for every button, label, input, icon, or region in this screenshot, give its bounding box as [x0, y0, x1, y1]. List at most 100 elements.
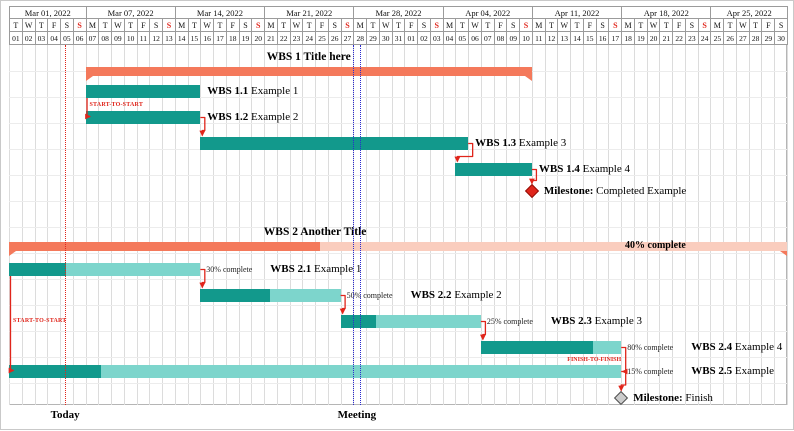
- day-number-cell: 28: [748, 32, 762, 45]
- day-letter-cell: T: [659, 19, 673, 32]
- grid-line-v: [238, 45, 240, 405]
- day-letter-cell: T: [723, 19, 736, 32]
- gantt-task-bar: [340, 315, 481, 328]
- today-line: [65, 45, 67, 405]
- link-label: FINISH-TO-FINISH: [567, 356, 622, 363]
- day-letter-cell: T: [633, 19, 647, 32]
- day-letter-cell: M: [621, 19, 634, 32]
- grid-line-v: [72, 45, 74, 405]
- day-number-cell: 30: [378, 32, 392, 45]
- task-progress-fill: [480, 341, 594, 354]
- day-letter-cell: M: [353, 19, 367, 32]
- grid-line-v: [506, 45, 508, 405]
- grid-line-v: [85, 45, 87, 405]
- grid-line-v: [582, 45, 584, 405]
- grid-line-v: [417, 45, 419, 405]
- grid-line-v: [646, 45, 648, 405]
- group-title: WBS 1 Title here: [266, 51, 351, 63]
- day-letter-cell: W: [468, 19, 481, 32]
- day-number-cell: 30: [774, 32, 787, 45]
- day-letter-cell: F: [315, 19, 328, 32]
- day-number-cell: 27: [340, 32, 354, 45]
- day-letter-cell: T: [480, 19, 494, 32]
- day-letter-cell: T: [276, 19, 290, 32]
- day-number-cell: 14: [570, 32, 583, 45]
- week-header-cell: Mar 07, 2022: [85, 6, 175, 19]
- day-number-cell: 11: [136, 32, 150, 45]
- day-letter-cell: S: [162, 19, 175, 32]
- day-letter-cell: S: [697, 19, 711, 32]
- day-letter-cell: W: [111, 19, 124, 32]
- grid-line-v: [531, 45, 533, 405]
- day-letter-cell: T: [748, 19, 762, 32]
- grid-line-h: [9, 279, 787, 280]
- day-letter-cell: F: [136, 19, 150, 32]
- day-number-cell: 09: [111, 32, 124, 45]
- week-header-cell: Apr 25, 2022: [710, 6, 787, 19]
- grid-line-v: [315, 45, 317, 405]
- grid-line-v: [748, 45, 750, 405]
- grid-line-v: [570, 45, 572, 405]
- grid-line-v: [672, 45, 674, 405]
- day-letter-cell: S: [417, 19, 430, 32]
- day-number-cell: 20: [646, 32, 660, 45]
- day-number-cell: 24: [302, 32, 316, 45]
- day-number-cell: 19: [238, 32, 252, 45]
- day-letter-cell: T: [123, 19, 137, 32]
- grid-line-v: [480, 45, 482, 405]
- day-letter-cell: F: [225, 19, 239, 32]
- task-label: WBS 1.3 Example 3: [475, 137, 567, 149]
- meeting-label: Meeting: [337, 409, 377, 421]
- gantt-task-bar: [9, 365, 622, 378]
- grid-line-v: [47, 45, 49, 405]
- day-number-cell: 20: [251, 32, 265, 45]
- day-number-cell: 21: [659, 32, 673, 45]
- day-number-cell: 12: [149, 32, 163, 45]
- day-letter-cell: S: [429, 19, 443, 32]
- grid-line-h: [9, 123, 787, 124]
- task-progress-label: 15% complete: [627, 367, 674, 376]
- day-number-cell: 02: [417, 32, 430, 45]
- day-number-cell: 25: [315, 32, 328, 45]
- group-end-cap-left: [85, 76, 93, 81]
- meeting-line: [360, 45, 362, 405]
- grid-line-h: [9, 383, 787, 384]
- day-number-cell: 06: [72, 32, 86, 45]
- week-header-cell: Mar 28, 2022: [353, 6, 443, 19]
- task-label: WBS 2.4 Example 4: [691, 341, 783, 353]
- day-letter-cell: F: [493, 19, 507, 32]
- grid-line-v: [187, 45, 189, 405]
- grid-line-v: [276, 45, 278, 405]
- task-progress-fill: [9, 263, 67, 276]
- day-letter-cell: T: [34, 19, 48, 32]
- header-right-border: [787, 6, 788, 45]
- week-header-cell: Mar 01, 2022: [9, 6, 86, 19]
- grid-line-v: [264, 45, 266, 405]
- day-letter-cell: S: [60, 19, 73, 32]
- day-number-cell: 19: [633, 32, 647, 45]
- task-label: WBS 1.2 Example 2: [207, 111, 299, 123]
- day-number-cell: 07: [85, 32, 99, 45]
- day-number-cell: 03: [34, 32, 48, 45]
- week-header-cell: Apr 04, 2022: [442, 6, 532, 19]
- day-letter-cell: F: [47, 19, 60, 32]
- grid-line-v: [429, 45, 431, 405]
- day-letter-cell: W: [735, 19, 749, 32]
- day-number-cell: 08: [98, 32, 112, 45]
- grid-line-h: [9, 331, 787, 332]
- day-number-cell: 01: [9, 32, 22, 45]
- week-header-cell: Apr 18, 2022: [621, 6, 711, 19]
- grid-line-v: [136, 45, 138, 405]
- day-letter-cell: T: [187, 19, 201, 32]
- day-letter-cell: T: [570, 19, 583, 32]
- day-letter-cell: F: [404, 19, 418, 32]
- grid-line-v: [684, 45, 686, 405]
- task-progress-label: 30% complete: [206, 265, 253, 274]
- grid-line-v: [774, 45, 776, 405]
- day-number-cell: 29: [761, 32, 775, 45]
- day-number-cell: 04: [47, 32, 60, 45]
- task-label: WBS 1.4 Example 4: [538, 163, 630, 175]
- gantt-task-bar: [85, 85, 201, 98]
- grid-line-v: [162, 45, 164, 405]
- day-letter-cell: T: [544, 19, 558, 32]
